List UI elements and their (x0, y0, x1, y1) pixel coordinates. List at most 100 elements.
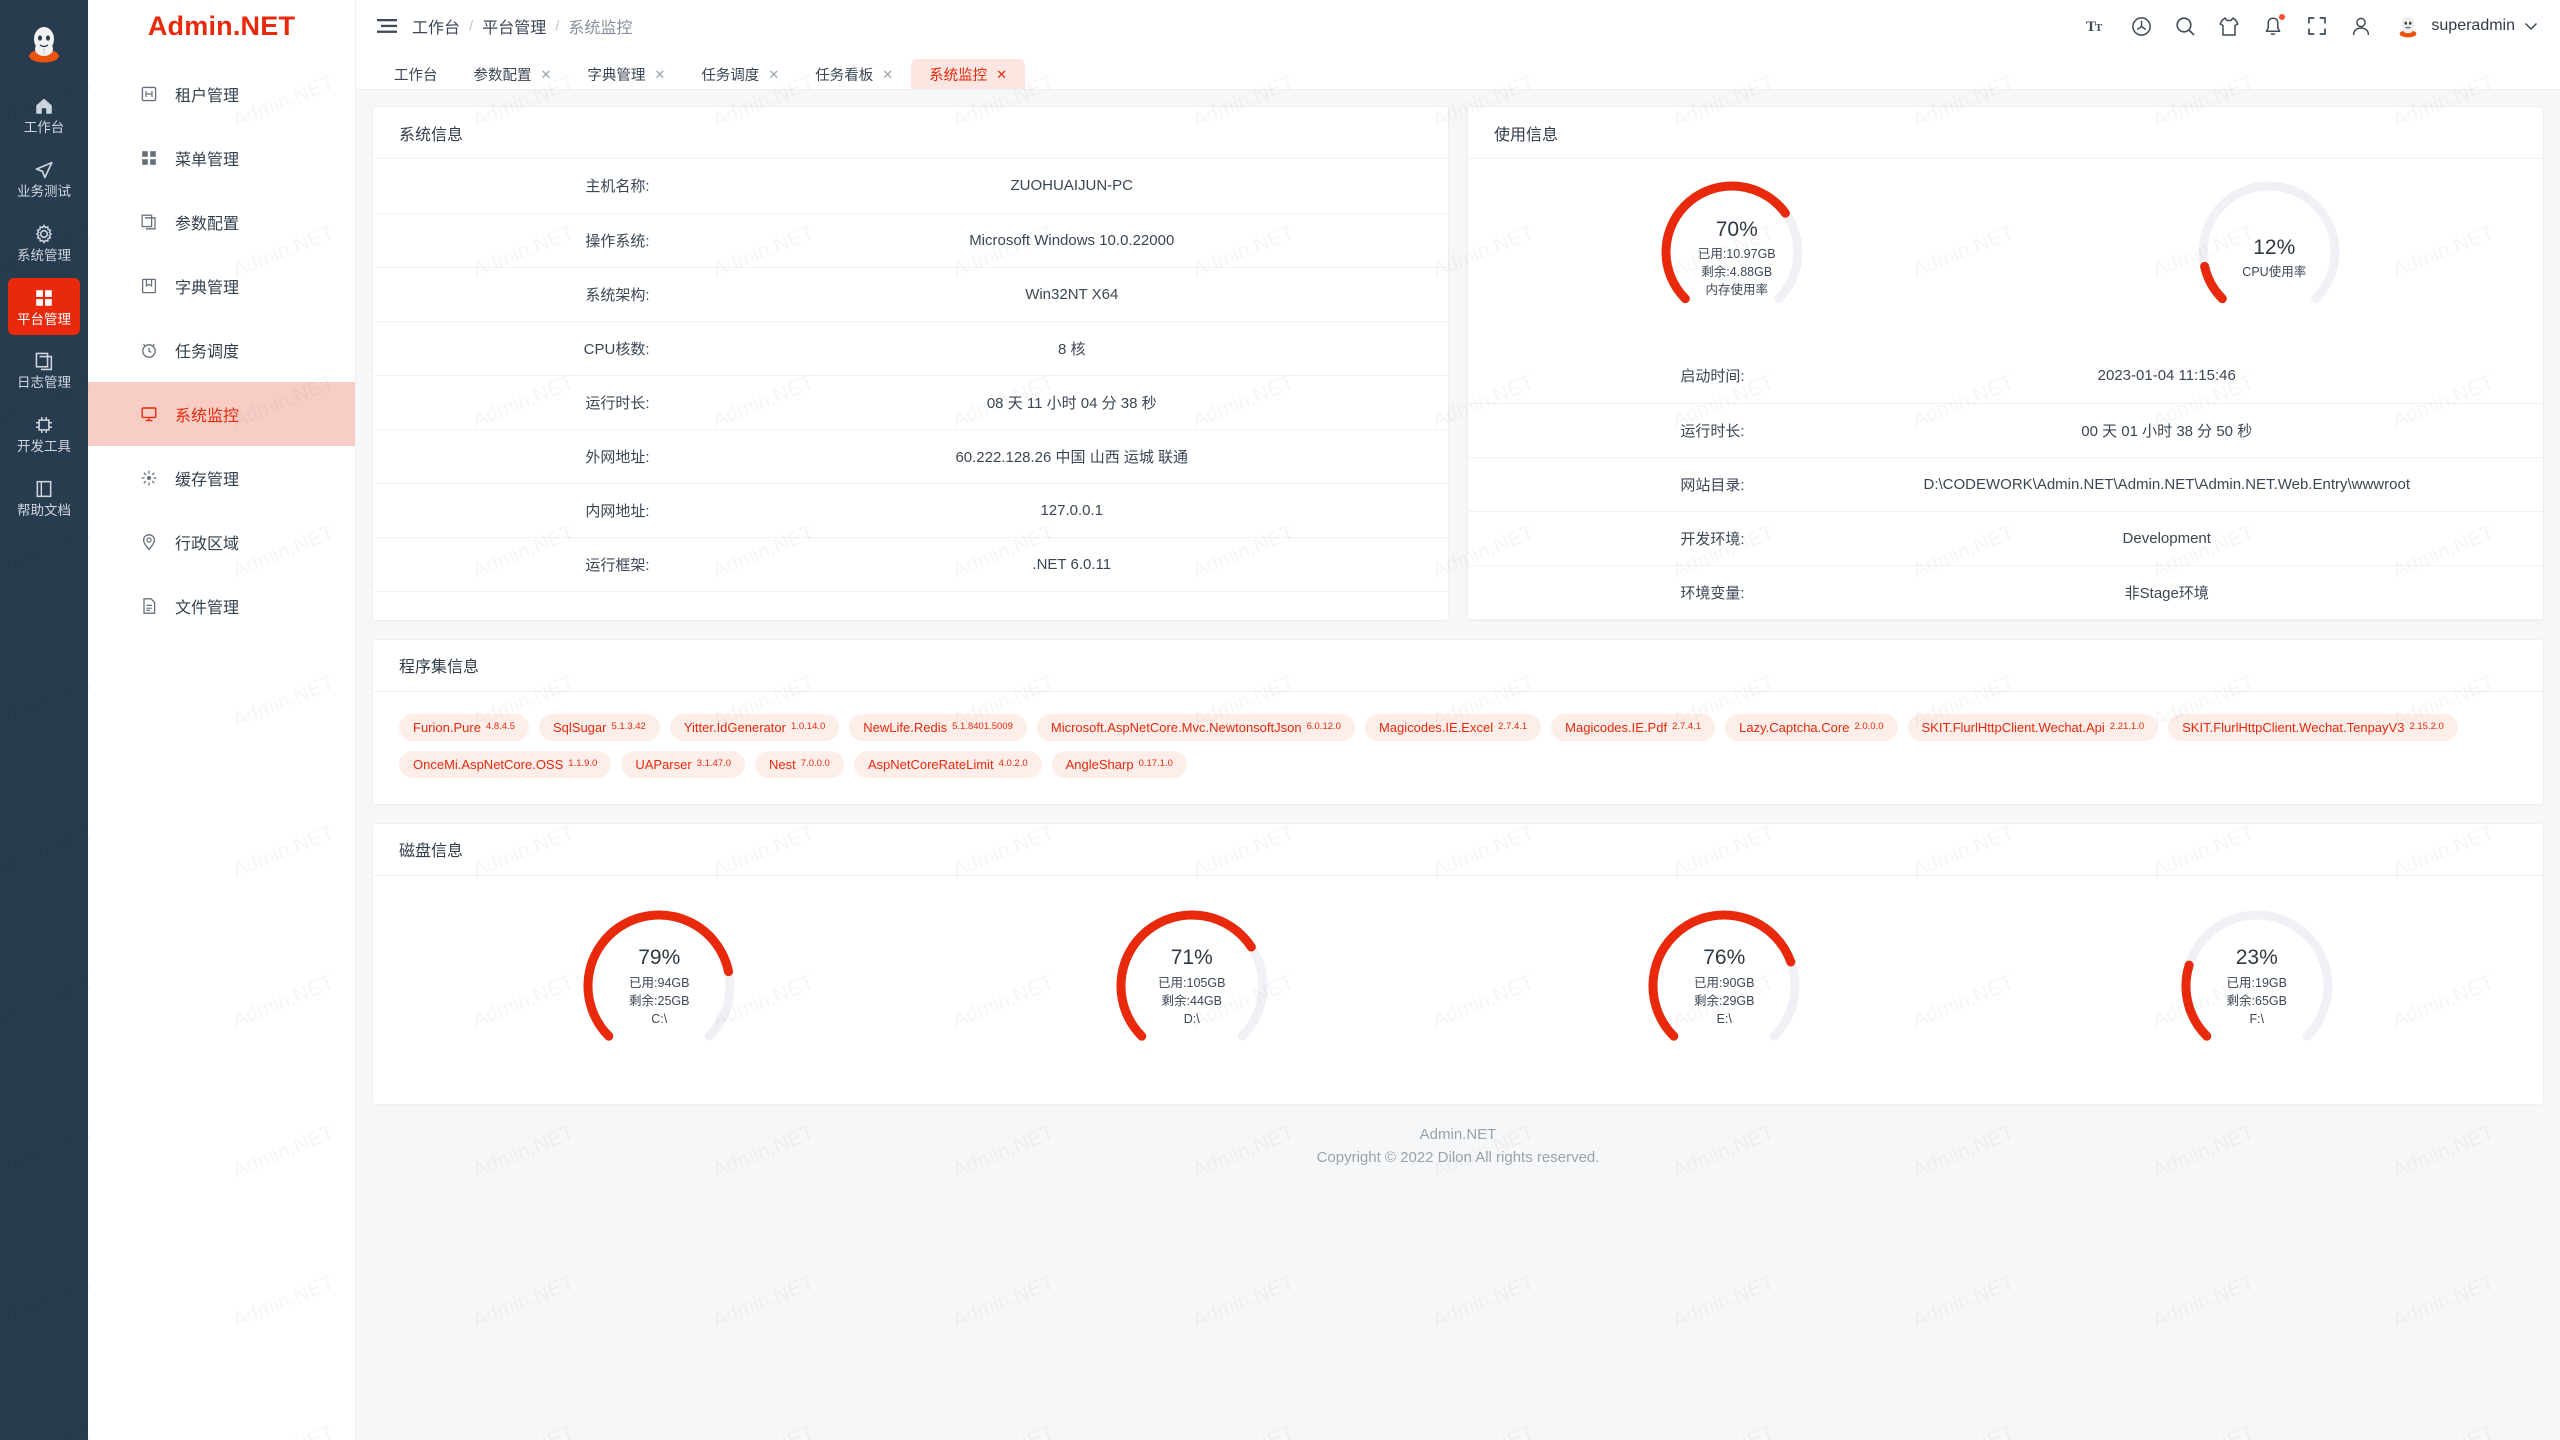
gauge-sub-line: 已用:90GB (1694, 975, 1755, 990)
rail-item-2[interactable]: 业务测试 (8, 150, 80, 208)
grid-icon (140, 149, 158, 167)
tab-close-icon[interactable]: ✕ (540, 66, 552, 82)
language-icon[interactable] (2130, 15, 2152, 37)
sidebar-item-7[interactable]: 缓存管理 (88, 446, 355, 510)
card-title: 程序集信息 (373, 640, 2543, 692)
top-header: 工作台 / 平台管理 / 系统监控 T T (356, 0, 2560, 52)
gauge-sub-line: C:\ (651, 1011, 668, 1026)
tab-3[interactable]: 字典管理 ✕ (569, 59, 683, 89)
assembly-tag: AspNetCoreRateLimit 4.0.2.0 (853, 750, 1042, 778)
breadcrumb-item-2[interactable]: 平台管理 (482, 20, 547, 37)
tab-close-icon[interactable]: ✕ (654, 66, 666, 82)
assembly-version: 6.0.12.0 (1306, 720, 1341, 732)
sidebar-item-label: 参数配置 (175, 216, 240, 233)
brand-title: Admin.NET (147, 10, 296, 41)
fullscreen-icon[interactable] (2306, 15, 2328, 37)
rail-item-7[interactable]: 帮助文档 (8, 469, 80, 527)
breadcrumb-separator: / (555, 17, 560, 35)
user-menu[interactable]: superadmin (2394, 12, 2538, 40)
row-value: 8 核 (1057, 340, 1086, 358)
sidebar-item-8[interactable]: 行政区域 (88, 510, 355, 574)
row-value: 非Stage环境 (2124, 584, 2209, 602)
tab-label: 任务看板 (815, 67, 874, 84)
tab-1[interactable]: 工作台 (376, 59, 456, 89)
primary-sidebar: 工作台业务测试 系统管理平台管理 日志管理 开发工具帮助文档 (0, 0, 88, 1440)
gear-icon (34, 223, 54, 245)
gauge-sub-line: 已用:94GB (629, 975, 690, 990)
gauge-percent: 12% (2253, 235, 2296, 259)
sidebar-item-2[interactable]: 菜单管理 (88, 126, 355, 190)
user-icon[interactable] (2350, 15, 2372, 37)
row-value: Microsoft Windows 10.0.22000 (969, 231, 1175, 249)
rail-item-5[interactable]: 日志管理 (8, 341, 80, 399)
gauge-percent: 23% (2235, 946, 2278, 970)
rail-item-3[interactable]: 系统管理 (8, 214, 80, 272)
row-key: 环境变量: (1680, 584, 1745, 602)
assembly-name: SKIT.FlurlHttpClient.Wechat.Api (1921, 719, 2105, 735)
chip-icon (34, 414, 54, 436)
table-row: 主机名称: ZUOHUAIJUN-PC (373, 159, 1448, 213)
tab-label: 工作台 (394, 67, 438, 84)
assembly-tag: Magicodes.IE.Pdf 2.7.4.1 (1551, 713, 1716, 741)
sidebar-item-1[interactable]: 租户管理 (88, 62, 355, 126)
assembly-name: Microsoft.AspNetCore.Mvc.NewtonsoftJson (1050, 719, 1302, 735)
gauge-F: 23% 已用:19GB 剩余:65GB F:\ (2177, 906, 2337, 1066)
breadcrumb-item-1[interactable]: 工作台 (412, 20, 461, 37)
card-title: 系统信息 (373, 107, 1448, 159)
assembly-tag: Yitter.IdGenerator 1.0.14.0 (669, 713, 840, 741)
card-assembly-info: 程序集信息 Furion.Pure 4.8.4.5 SqlSugar 5.1.3.42… (372, 638, 2544, 805)
tab-4[interactable]: 任务调度 ✕ (683, 59, 797, 89)
table-row: 环境变量: 非Stage环境 (1468, 565, 2543, 619)
row-key: 启动时间: (1680, 368, 1745, 386)
table-row: 开发环境: Development (1468, 511, 2543, 565)
assembly-version: 1.1.9.0 (568, 757, 598, 769)
gauge-内存使用率: 70% 已用:10.97GB 剩余:4.88GB 内存使用率 (1657, 177, 1817, 337)
breadcrumb-item-3: 系统监控 (568, 20, 633, 37)
rail-item-4[interactable]: 平台管理 (8, 277, 80, 336)
gauge-sub-line: D:\ (1183, 1011, 1200, 1026)
assembly-name: Yitter.IdGenerator (683, 719, 786, 735)
rail-item-6[interactable]: 开发工具 (8, 405, 80, 463)
sidebar-item-label: 行政区域 (175, 536, 240, 553)
assembly-name: UAParser (635, 756, 692, 772)
row-value: Win32NT X64 (1025, 285, 1119, 303)
gauge-sub-line: 已用:19GB (2226, 975, 2287, 990)
sidebar-item-5[interactable]: 任务调度 (88, 318, 355, 382)
sidebar-item-4[interactable]: 字典管理 (88, 254, 355, 318)
theme-shirt-icon[interactable] (2218, 15, 2240, 37)
sidebar-item-6[interactable]: 系统监控 (88, 382, 355, 446)
user-name: superadmin (2431, 17, 2515, 34)
disk-gauges: 79% 已用:94GB 剩余:25GB C:\ 71% 已用:105GB 剩余:44G… (373, 876, 2543, 1104)
gauge-sub-line: 剩余:29GB (1694, 993, 1755, 1008)
rail-item-1[interactable]: 工作台 (8, 86, 80, 144)
tab-2[interactable]: 参数配置 ✕ (456, 59, 570, 89)
menu-icon[interactable] (376, 15, 398, 37)
tab-6[interactable]: 系统监控 ✕ (911, 59, 1026, 89)
sidebar-item-3[interactable]: 参数配置 (88, 190, 355, 254)
notification-bell-icon[interactable] (2262, 13, 2287, 37)
tab-close-icon[interactable]: ✕ (996, 66, 1008, 82)
font-size-icon[interactable]: T T (2086, 15, 2108, 37)
tab-5[interactable]: 任务看板 ✕ (797, 59, 911, 89)
gauge-sub-line: 剩余:65GB (2226, 993, 2287, 1008)
assembly-tag: Lazy.Captcha.Core 2.0.0.0 (1725, 713, 1898, 741)
gauge-percent: 71% (1170, 946, 1213, 970)
breadcrumb: 工作台 / 平台管理 / 系统监控 (412, 14, 632, 38)
assembly-name: Nest (769, 756, 796, 772)
tab-close-icon[interactable]: ✕ (768, 66, 780, 82)
row-value: 08 天 11 小时 04 分 38 秒 (986, 394, 1157, 412)
book-icon (140, 277, 158, 295)
rail-item-label: 系统管理 (17, 247, 71, 263)
gauge-percent: 70% (1715, 217, 1758, 241)
tab-close-icon[interactable]: ✕ (882, 66, 894, 82)
assembly-name: AngleSharp (1065, 756, 1134, 772)
assembly-version: 5.1.3.42 (611, 720, 646, 732)
sidebar-item-9[interactable]: 文件管理 (88, 574, 355, 638)
gauge-sub-line: CPU使用率 (2242, 265, 2307, 280)
card-title: 使用信息 (1468, 107, 2543, 159)
sidebar-item-label: 字典管理 (175, 280, 240, 297)
table-row: 网站目录: D:\CODEWORK\Admin.NET\Admin.NET\Adm… (1468, 457, 2543, 511)
search-icon[interactable] (2174, 15, 2196, 37)
row-value: ZUOHUAIJUN-PC (1010, 177, 1134, 195)
gauge-sub-line: 已用:105GB (1158, 975, 1226, 990)
